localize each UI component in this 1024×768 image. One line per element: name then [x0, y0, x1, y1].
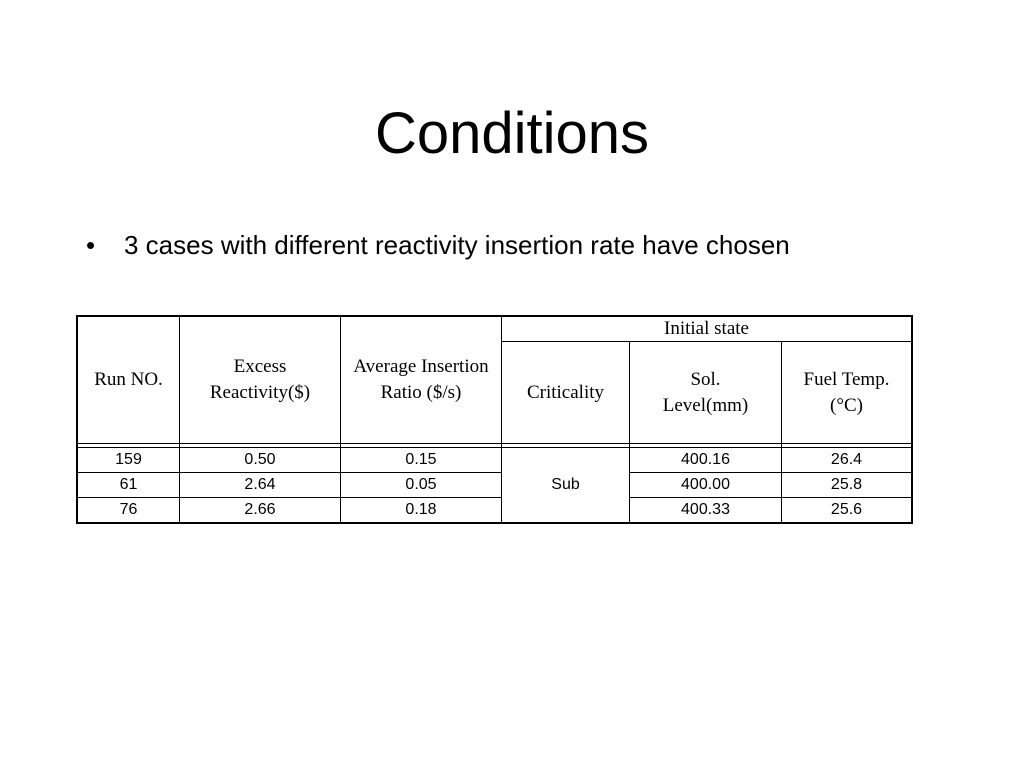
conditions-table: Run NO. Excess Reactivity($) Average Ins…: [76, 315, 913, 524]
header-average-insertion-ratio: Average Insertion Ratio ($/s): [353, 356, 489, 403]
bullet-item: • 3 cases with different reactivity inser…: [86, 228, 790, 262]
cell-sol-level: 400.00: [681, 476, 730, 493]
cell-average-insertion-ratio: 0.05: [405, 476, 437, 493]
header-sol-level: Sol. Level(mm): [662, 368, 749, 416]
cell-excess-reactivity: 0.50: [244, 451, 276, 468]
cell-excess-reactivity: 2.66: [244, 501, 276, 518]
cell-sol-level: 400.16: [681, 451, 730, 468]
bullet-dot: •: [86, 230, 96, 260]
cell-run-no: 76: [119, 501, 138, 518]
bullet-text: 3 cases with different reactivity insert…: [124, 230, 790, 260]
cell-run-no: 159: [115, 451, 142, 468]
cell-sol-level: 400.33: [681, 501, 730, 518]
cell-average-insertion-ratio: 0.18: [405, 501, 437, 518]
header-excess-reactivity: Excess Reactivity($): [209, 356, 311, 403]
header-fuel-temp: Fuel Temp. (°C): [803, 368, 890, 416]
header-initial-state: Initial state: [664, 318, 749, 339]
cell-criticality: Sub: [551, 476, 580, 493]
header-run-no: Run NO.: [94, 369, 163, 390]
cell-average-insertion-ratio: 0.15: [405, 451, 437, 468]
cell-run-no: 61: [119, 476, 138, 493]
cell-fuel-temp: 25.6: [830, 501, 863, 518]
cell-excess-reactivity: 2.64: [244, 476, 276, 493]
cell-fuel-temp: 26.4: [830, 451, 863, 468]
slide-title: Conditions: [374, 101, 650, 166]
cell-fuel-temp: 25.8: [830, 476, 863, 493]
header-criticality: Criticality: [526, 381, 605, 403]
